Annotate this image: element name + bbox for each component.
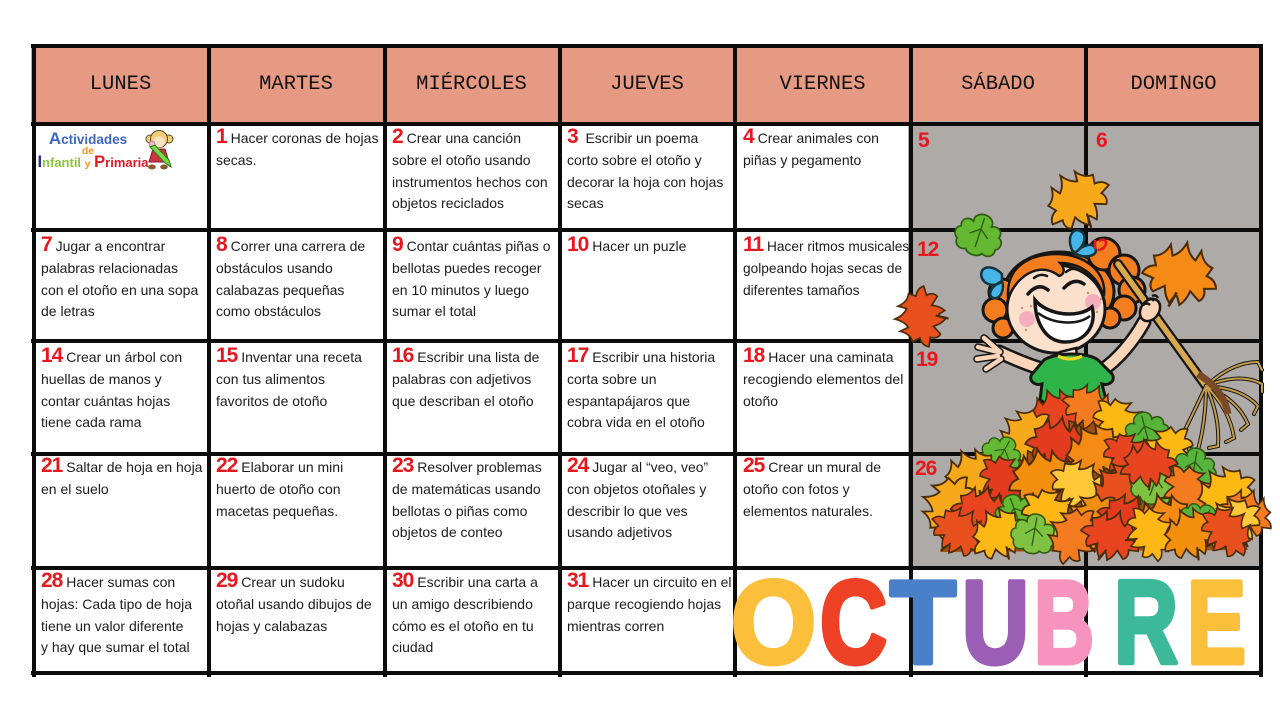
svg-text:C: C bbox=[820, 557, 887, 689]
svg-text:O: O bbox=[731, 557, 816, 689]
svg-text:U: U bbox=[962, 557, 1029, 689]
svg-text:T: T bbox=[890, 557, 956, 689]
svg-text:B: B bbox=[1034, 557, 1094, 689]
svg-text:E: E bbox=[1187, 557, 1246, 689]
svg-text:R: R bbox=[1114, 557, 1178, 689]
